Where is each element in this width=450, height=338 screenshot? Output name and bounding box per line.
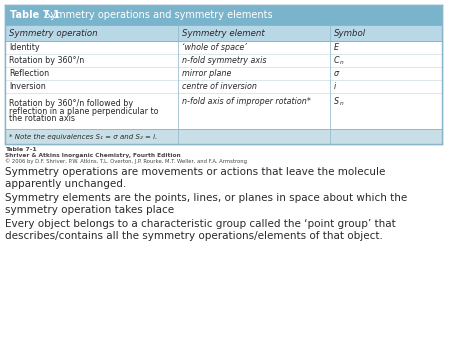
Text: reflection in a plane perpendicular to: reflection in a plane perpendicular to (9, 106, 158, 116)
FancyBboxPatch shape (5, 93, 442, 129)
Text: Symmetry elements are the points, lines, or planes in space about which the
symm: Symmetry elements are the points, lines,… (5, 193, 407, 215)
FancyBboxPatch shape (5, 5, 442, 144)
Text: i: i (334, 82, 336, 91)
Text: centre of inversion: centre of inversion (182, 82, 257, 91)
FancyBboxPatch shape (5, 67, 442, 80)
FancyBboxPatch shape (5, 80, 442, 93)
Text: Symmetry operations are movements or actions that leave the molecule
apparently : Symmetry operations are movements or act… (5, 167, 385, 189)
Text: n: n (340, 61, 344, 66)
Text: Symmetry operations and symmetry elements: Symmetry operations and symmetry element… (38, 10, 273, 20)
Text: n-fold symmetry axis: n-fold symmetry axis (182, 56, 266, 65)
Text: E: E (334, 43, 339, 52)
FancyBboxPatch shape (5, 41, 442, 54)
FancyBboxPatch shape (5, 54, 442, 67)
Text: Symmetry element: Symmetry element (182, 28, 265, 38)
Text: the rotation axis: the rotation axis (9, 114, 75, 123)
Text: * Note the equivalences S₁ = σ and S₂ = i.: * Note the equivalences S₁ = σ and S₂ = … (9, 134, 157, 140)
Text: Identity: Identity (9, 43, 40, 52)
Text: Table 7.1: Table 7.1 (10, 10, 60, 20)
FancyBboxPatch shape (5, 25, 442, 41)
Text: S: S (334, 97, 339, 105)
Text: n: n (339, 101, 343, 106)
Text: Table 7-1: Table 7-1 (5, 147, 37, 152)
Text: C: C (334, 56, 340, 65)
Text: Shriver & Atkins Inorganic Chemistry, Fourth Edition: Shriver & Atkins Inorganic Chemistry, Fo… (5, 153, 181, 158)
Text: Rotation by 360°/n followed by: Rotation by 360°/n followed by (9, 99, 133, 108)
Text: Inversion: Inversion (9, 82, 46, 91)
Text: © 2006 by D.F. Shriver, P.W. Atkins, T.L. Overton, J.P. Rourke, M.T. Weller, and: © 2006 by D.F. Shriver, P.W. Atkins, T.L… (5, 158, 247, 164)
Text: σ: σ (334, 69, 339, 78)
Text: n-fold axis of improper rotation*: n-fold axis of improper rotation* (182, 97, 311, 105)
Text: Reflection: Reflection (9, 69, 49, 78)
Text: Symmetry operation: Symmetry operation (9, 28, 98, 38)
Text: Every object belongs to a characteristic group called the ‘point group’ that
des: Every object belongs to a characteristic… (5, 219, 396, 241)
FancyBboxPatch shape (5, 129, 442, 144)
Text: mirror plane: mirror plane (182, 69, 231, 78)
Text: Rotation by 360°/n: Rotation by 360°/n (9, 56, 84, 65)
Text: ‘whole of space’: ‘whole of space’ (182, 43, 247, 52)
FancyBboxPatch shape (5, 5, 442, 25)
Text: Symbol: Symbol (334, 28, 366, 38)
